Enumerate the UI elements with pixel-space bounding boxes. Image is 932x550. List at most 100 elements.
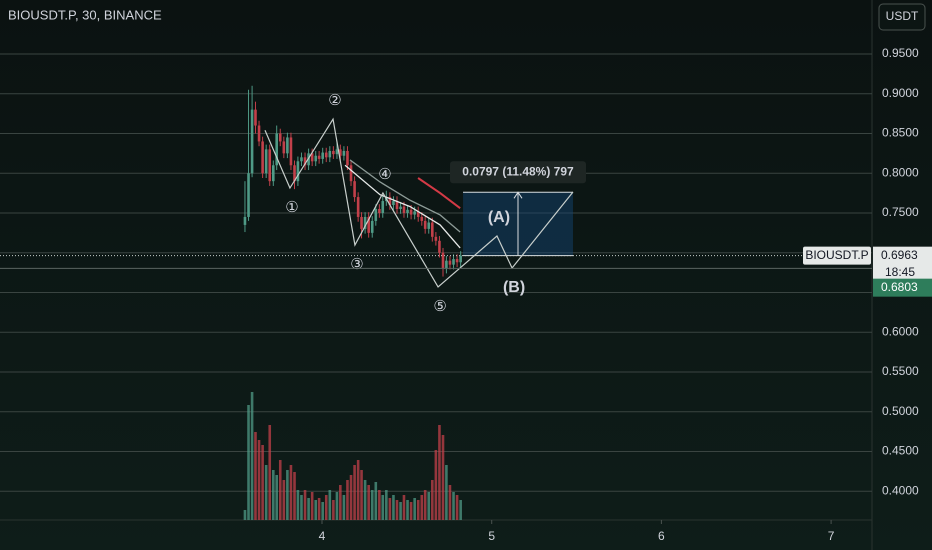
moving-average: [349, 159, 461, 233]
volume-bar: [452, 492, 455, 520]
volume-bar: [413, 498, 416, 520]
y-tick-label: 0.8000: [882, 165, 919, 179]
volume-bar: [300, 495, 303, 520]
volume-bar: [342, 495, 346, 520]
volume-bar: [346, 480, 349, 520]
volume-bar: [423, 490, 427, 520]
candle-body: [278, 133, 282, 142]
volume-bar: [272, 470, 275, 520]
candle-body: [388, 197, 392, 206]
candle-body: [268, 149, 272, 182]
currency-label: USDT: [886, 9, 919, 23]
candle-body: [431, 222, 434, 237]
volume-bar: [314, 500, 318, 520]
candle-body: [378, 209, 381, 213]
candle-body: [342, 150, 346, 156]
wave-label: ⑤: [433, 298, 446, 315]
volume-bar: [310, 492, 314, 520]
x-tick-label: 5: [488, 529, 495, 543]
volume-bar: [388, 498, 392, 520]
y-tick-label: 0.5000: [882, 404, 919, 418]
candle-body: [370, 220, 374, 233]
candle-body: [360, 216, 363, 229]
currency-button[interactable]: [878, 3, 926, 31]
y-tick-label: 0.7500: [882, 205, 919, 219]
last-price-label: 0.6963: [881, 248, 918, 262]
volume-bar: [243, 510, 247, 520]
candle-body: [310, 153, 314, 162]
volume-bar: [363, 480, 367, 520]
candle-body: [300, 157, 303, 162]
volume-bar: [289, 465, 293, 520]
candle-body: [445, 260, 448, 269]
y-tick-label: 0.5500: [882, 364, 919, 378]
wave-label: (A): [488, 209, 510, 226]
volume-bar: [360, 470, 363, 520]
volume-bar: [459, 500, 462, 520]
volume-bar: [409, 502, 413, 520]
candle-body: [264, 149, 268, 174]
volume-bar: [455, 495, 459, 520]
volume-bar: [268, 425, 272, 520]
candle-body: [363, 216, 367, 229]
y-tick-label: 0.4000: [882, 483, 919, 497]
candle-body: [250, 109, 254, 174]
volume-bar: [370, 490, 374, 520]
candle-body: [272, 165, 275, 182]
candle-body: [339, 149, 342, 156]
last-price-tag: [873, 246, 932, 283]
y-tick-label: 0.4500: [882, 444, 919, 458]
volume-bar: [321, 502, 324, 520]
volume-bar: [254, 432, 257, 520]
wave-label: ③: [350, 256, 363, 273]
candle-body: [409, 209, 413, 215]
volume-bar: [385, 490, 388, 520]
candle-body: [335, 149, 339, 155]
wave-label: ②: [328, 92, 341, 109]
wave-line: [264, 117, 574, 288]
volume-bar: [445, 465, 448, 520]
candle-body: [282, 141, 286, 154]
wave-label: ④: [378, 166, 391, 183]
candle-body: [286, 137, 289, 154]
candle-body: [452, 259, 455, 265]
volume-bar: [328, 490, 332, 520]
volume-bar: [282, 480, 286, 520]
candle-body: [289, 137, 293, 166]
volume-bar: [438, 425, 441, 520]
volume-bar: [392, 495, 395, 520]
volume-bar: [378, 490, 381, 520]
volume-bar: [374, 482, 378, 520]
volume-bar: [303, 490, 307, 520]
volume-bar: [286, 470, 289, 520]
candle-body: [381, 201, 385, 213]
y-tick-label: 0.9000: [882, 86, 919, 100]
volume-bar: [332, 500, 335, 520]
volume-bar: [427, 492, 431, 520]
candle-body: [392, 201, 395, 206]
candle-body: [275, 133, 278, 166]
candle-body: [423, 220, 427, 229]
volume-bar: [402, 495, 406, 520]
candle-body: [448, 260, 452, 265]
volume-bar: [431, 480, 434, 520]
candle-body: [254, 109, 257, 126]
volume-bar: [250, 392, 254, 520]
candle-body: [356, 197, 360, 217]
volume-bar: [296, 490, 300, 520]
wave-label: ①: [285, 199, 298, 216]
volume-bar: [356, 460, 360, 520]
level-label: 0.6803: [881, 280, 918, 294]
volume-bar: [367, 485, 370, 520]
candle-body: [395, 201, 399, 210]
volume-bar: [349, 475, 353, 520]
candle-body: [243, 216, 247, 225]
candle-body: [296, 161, 300, 182]
candle-body: [441, 252, 445, 269]
candle-body: [247, 173, 250, 217]
volume-bar: [416, 500, 420, 520]
candle-body: [367, 216, 370, 233]
